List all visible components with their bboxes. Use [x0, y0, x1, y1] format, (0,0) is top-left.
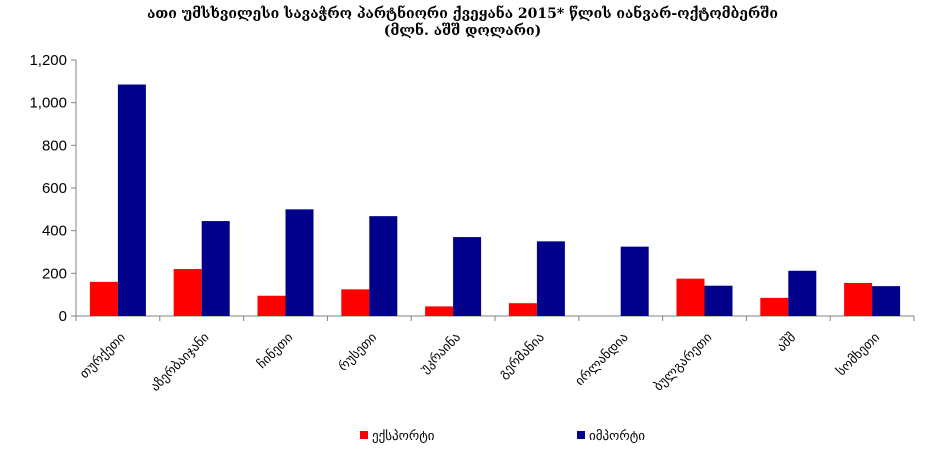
x-tick-label: აშშ [774, 330, 799, 355]
legend-swatch-export [360, 431, 368, 439]
legend-swatch-import [577, 431, 585, 439]
bar-export [676, 278, 705, 316]
bar-import [201, 221, 230, 316]
y-tick-label: 800 [42, 137, 67, 154]
y-tick-label: 1,000 [29, 95, 67, 112]
bar-export [257, 295, 286, 316]
x-tick-label: გერმანია [495, 330, 547, 382]
bar-import [872, 286, 901, 316]
x-tick-label: უკრაინა [417, 330, 464, 377]
bar-import [285, 209, 314, 316]
chart-title-block: ათი უმსხვილესი სავაჭრო პარტნიორი ქვეყანა… [0, 6, 925, 40]
bar-import [620, 246, 649, 316]
bar-export [425, 306, 454, 316]
bar-export [508, 303, 537, 316]
bar-import [536, 241, 565, 316]
x-tick-label: აზერბაიჯანი [147, 329, 212, 394]
x-tick-label: რუსეთი [335, 329, 380, 374]
y-tick-label: 400 [42, 223, 67, 240]
legend-label-import: იმპორტი [589, 428, 645, 444]
y-tick-label: 0 [59, 308, 67, 325]
x-tick-label: ირლანდია [572, 330, 631, 389]
x-tick-label: თურქეთი [76, 329, 128, 381]
y-tick-label: 200 [42, 265, 67, 282]
y-tick-label: 600 [42, 180, 67, 197]
bar-export [341, 289, 370, 316]
x-tick-label: სომხეთი [833, 329, 883, 379]
bar-import [453, 237, 482, 316]
bar-export [89, 281, 118, 316]
bar-import [704, 285, 733, 316]
bar-export [760, 297, 789, 316]
x-tick-label: ბულგარეთი [651, 329, 716, 394]
bar-import [369, 216, 398, 316]
bar-export [844, 282, 873, 316]
bar-export [173, 269, 202, 316]
x-tick-label: ჩინეთი [254, 329, 297, 372]
y-tick-label: 1,200 [29, 52, 67, 69]
chart-subtitle: (მლნ. აშშ დოლარი) [383, 23, 542, 39]
legend-label-export: ექსპორტი [372, 428, 435, 444]
chart-title: ათი უმსხვილესი სავაჭრო პარტნიორი ქვეყანა… [147, 6, 778, 22]
bar-import [117, 84, 146, 317]
bar-import [788, 270, 817, 316]
